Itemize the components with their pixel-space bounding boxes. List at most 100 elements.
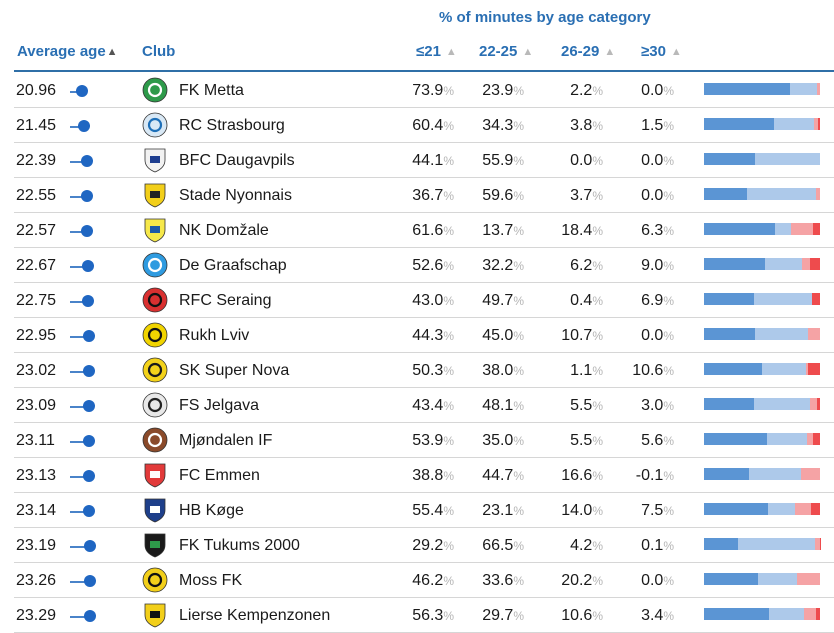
percentage-number: 43.0 [412, 292, 443, 309]
fs-jelgava-crest-icon [142, 392, 168, 418]
percentage-number: 0.0 [641, 187, 663, 204]
percentage-number: 32.2 [482, 257, 513, 274]
bar-segment [704, 538, 738, 550]
club-name[interactable]: RC Strasbourg [179, 117, 285, 135]
percentage-value: 33.6% [482, 572, 524, 590]
club-name[interactable]: HB Køge [179, 502, 244, 520]
club-header[interactable]: Club [142, 43, 175, 65]
bar-segment [811, 503, 820, 515]
club-name[interactable]: SK Super Nova [179, 362, 289, 380]
sort-u21-header[interactable]: ≤21▲ [416, 43, 457, 65]
bar-segment [704, 398, 754, 410]
percent-sign: % [663, 504, 674, 518]
percentage-value: 9.0% [641, 257, 674, 275]
percent-sign: % [592, 329, 603, 343]
percent-sign: % [443, 189, 454, 203]
percent-sign: % [443, 434, 454, 448]
fc-emmen-crest-icon [142, 462, 168, 488]
club-name[interactable]: BFC Daugavpils [179, 152, 295, 170]
sort-22-25-header[interactable]: 22-25▲ [479, 43, 533, 65]
percentage-number: 66.5 [482, 537, 513, 554]
bar-segment [767, 433, 808, 445]
fk-metta-crest-icon [142, 77, 168, 103]
bar-segment [769, 608, 803, 620]
bar-segment [704, 433, 767, 445]
bar-segment [810, 258, 820, 270]
percentage-number: 1.1 [570, 362, 592, 379]
club-name[interactable]: Stade Nyonnais [179, 187, 292, 205]
percentage-value: 55.4% [412, 502, 454, 520]
percent-sign: % [443, 154, 454, 168]
sort-26-29-header[interactable]: 26-29▲ [561, 43, 615, 65]
percent-sign: % [663, 574, 674, 588]
club-name[interactable]: FK Metta [179, 82, 244, 100]
age-indicator-dot [82, 295, 94, 307]
bar-segment [755, 328, 807, 340]
percent-sign: % [663, 399, 674, 413]
sort-average-age-header[interactable]: Average age▲ [17, 43, 118, 65]
percentage-number: 45.0 [482, 327, 513, 344]
percentage-number: 46.2 [412, 572, 443, 589]
percentage-number: 55.9 [482, 152, 513, 169]
percentage-number: 61.6 [412, 222, 443, 239]
bar-segment [755, 153, 820, 165]
percentage-number: 0.4 [570, 292, 592, 309]
bar-segment [765, 258, 802, 270]
sort-30plus-header[interactable]: ≥30▲ [641, 43, 682, 65]
percent-sign: % [443, 399, 454, 413]
percentage-value: 4.2% [570, 537, 603, 555]
percentage-value: 3.7% [570, 187, 603, 205]
percent-sign: % [663, 294, 674, 308]
stacked-minutes-bar [704, 468, 820, 480]
club-name[interactable]: FS Jelgava [179, 397, 259, 415]
club-name[interactable]: RFC Seraing [179, 292, 271, 310]
club-name[interactable]: FK Tukums 2000 [179, 537, 300, 555]
percent-sign: % [513, 574, 524, 588]
percentage-number: 23.1 [482, 502, 513, 519]
percentage-value: 46.2% [412, 572, 454, 590]
club-name[interactable]: Moss FK [179, 572, 242, 590]
percentage-number: 0.0 [641, 327, 663, 344]
club-name[interactable]: Rukh Lviv [179, 327, 249, 345]
percentage-number: 44.3 [412, 327, 443, 344]
super-title: % of minutes by age category [439, 9, 651, 26]
bar-segment [704, 328, 755, 340]
bar-segment [738, 538, 815, 550]
bar-segment [754, 398, 810, 410]
percentage-number: 48.1 [482, 397, 513, 414]
club-name[interactable]: Mjøndalen IF [179, 432, 272, 450]
bar-segment [704, 503, 768, 515]
percentage-number: 10.6 [561, 607, 592, 624]
percent-sign: % [592, 259, 603, 273]
percentage-number: 6.3 [641, 222, 663, 239]
club-name[interactable]: De Graafschap [179, 257, 287, 275]
percentage-value: 23.9% [482, 82, 524, 100]
percentage-value: 38.0% [482, 362, 524, 380]
de-graafschap-crest-icon [142, 252, 168, 278]
club-name[interactable]: FC Emmen [179, 467, 260, 485]
stacked-minutes-bar [704, 328, 820, 340]
percent-sign: % [513, 84, 524, 98]
percentage-number: 6.9 [641, 292, 663, 309]
bar-segment [801, 468, 820, 480]
bar-segment [774, 118, 814, 130]
club-name[interactable]: Lierse Kempenzonen [179, 607, 330, 625]
bar-segment [816, 188, 820, 200]
club-name[interactable]: NK Domžale [179, 222, 269, 240]
